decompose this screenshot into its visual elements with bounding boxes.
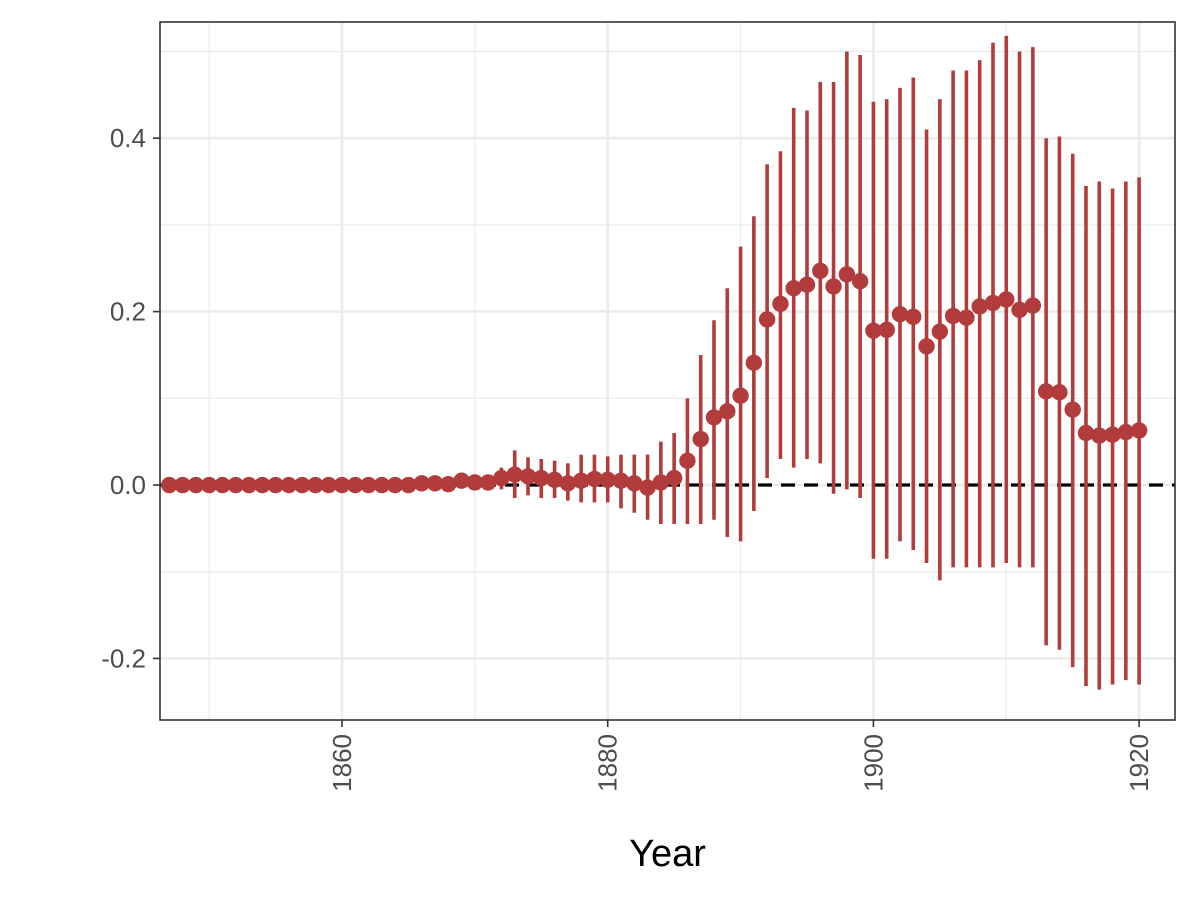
data-point	[307, 476, 324, 494]
data-point	[639, 479, 656, 496]
data-point	[493, 469, 510, 487]
data-point	[586, 470, 603, 488]
axes: -0.2 0.0 0.2 0.4 1860 1880 1900 1920	[101, 123, 1154, 792]
data-point	[533, 469, 550, 487]
data-point	[984, 294, 1002, 312]
data-point	[453, 472, 470, 489]
data-point	[546, 471, 563, 489]
y-tick-label: -0.2	[101, 643, 146, 673]
data-point	[293, 476, 311, 494]
data-point	[174, 476, 191, 494]
data-points	[161, 262, 1148, 496]
data-point	[758, 311, 776, 328]
data-point	[665, 469, 683, 487]
data-point	[373, 476, 391, 494]
data-point	[254, 476, 271, 494]
data-point	[971, 298, 988, 315]
data-point	[227, 476, 244, 494]
data-point	[519, 468, 537, 485]
data-point	[400, 476, 417, 494]
data-point	[1011, 301, 1028, 319]
data-point	[1091, 427, 1108, 444]
data-point	[200, 476, 218, 494]
data-point	[812, 262, 829, 280]
data-point	[931, 323, 949, 340]
data-point	[466, 474, 484, 491]
y-tick-label: 0.4	[110, 123, 146, 153]
plot-border	[159, 21, 1176, 721]
data-point	[1051, 384, 1068, 401]
data-point	[679, 452, 696, 469]
data-point	[1024, 297, 1042, 314]
data-point	[187, 476, 205, 494]
data-point	[333, 476, 351, 494]
data-point	[838, 266, 856, 283]
data-point	[865, 322, 882, 339]
data-point	[1130, 422, 1148, 439]
data-point	[878, 321, 895, 339]
x-tick-label: 1920	[1124, 734, 1154, 792]
plot-panel	[160, 22, 1175, 720]
data-point	[612, 472, 630, 489]
y-tick-label: 0.0	[110, 470, 146, 500]
data-point	[1037, 383, 1055, 400]
data-point	[692, 430, 709, 448]
data-point	[214, 476, 231, 494]
data-point	[240, 476, 258, 494]
data-point	[626, 475, 643, 492]
data-point	[705, 409, 723, 426]
x-tick-label: 1900	[858, 734, 888, 792]
data-point	[440, 475, 457, 493]
data-point	[918, 338, 935, 355]
x-tick-label: 1880	[593, 734, 623, 792]
data-point	[386, 476, 404, 494]
data-point	[572, 472, 590, 489]
data-point	[1077, 424, 1095, 442]
data-point	[559, 475, 577, 492]
data-point	[732, 387, 749, 404]
data-point	[161, 476, 178, 494]
data-point	[1104, 426, 1121, 443]
data-point	[891, 306, 909, 323]
data-point	[1064, 401, 1081, 418]
data-point	[506, 466, 523, 483]
data-point	[479, 474, 497, 491]
data-point	[958, 309, 975, 326]
data-point	[719, 403, 736, 420]
data-point	[772, 295, 789, 313]
data-point	[426, 475, 444, 492]
data-point	[1117, 423, 1135, 441]
data-point	[851, 273, 869, 290]
data-point	[347, 476, 364, 494]
x-tick-label: 1860	[327, 734, 357, 792]
data-point	[944, 307, 962, 325]
data-point	[798, 276, 816, 293]
data-point	[360, 476, 377, 494]
data-point	[905, 308, 922, 326]
data-point	[267, 476, 284, 494]
data-point	[320, 476, 337, 494]
data-point	[998, 291, 1015, 308]
data-point	[785, 279, 802, 297]
y-tick-label: 0.2	[110, 297, 146, 327]
x-axis-title: Year	[629, 833, 706, 875]
data-point	[825, 278, 842, 295]
data-point	[745, 354, 763, 371]
data-point	[413, 475, 430, 492]
data-point	[599, 471, 616, 489]
data-point	[280, 476, 298, 494]
data-point	[652, 474, 670, 491]
